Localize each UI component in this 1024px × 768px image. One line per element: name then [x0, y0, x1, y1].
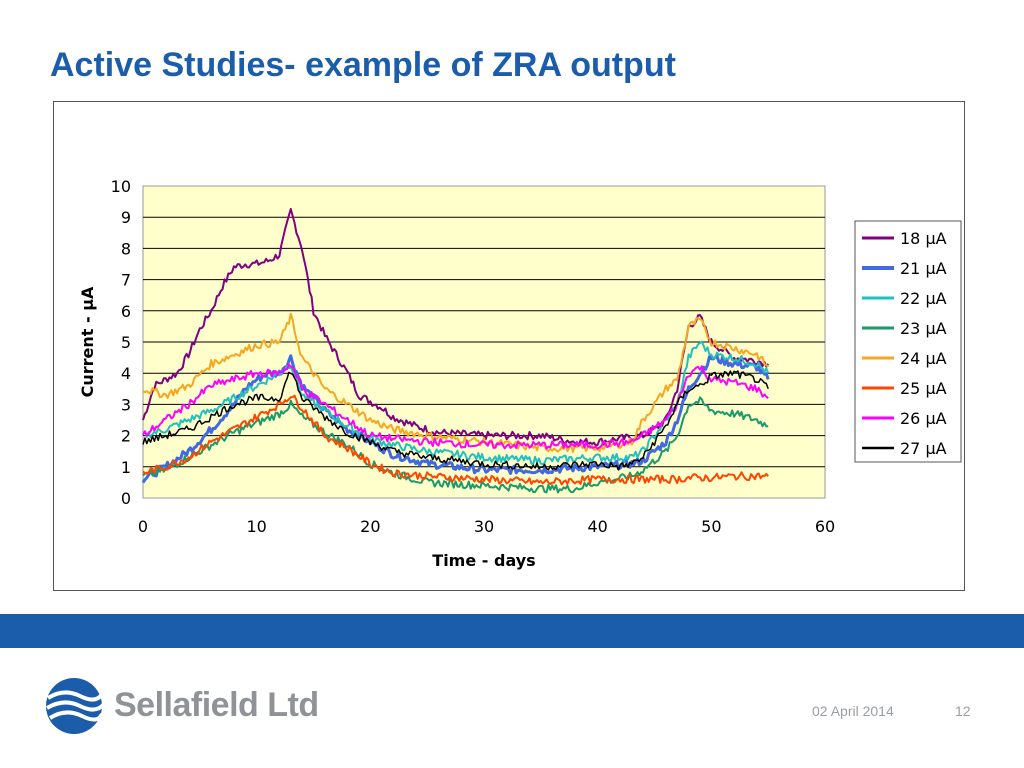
slide-title: Active Studies- example of ZRA output	[50, 46, 676, 84]
series-line-26a	[142, 363, 769, 450]
y-tick-label: 8	[121, 239, 131, 258]
legend-box	[854, 220, 962, 463]
series-line-24a	[142, 312, 769, 453]
chart-frame: 0 1 2 3 4 5 6 7 8 9 10 0 10 20 30 40 50 60 Time - days C…	[53, 101, 965, 591]
x-axis-label: Time - days	[432, 551, 535, 570]
x-tick-label: 10	[246, 517, 266, 536]
y-tick-label: 1	[121, 458, 131, 477]
line-chart: 0 1 2 3 4 5 6 7 8 9 10 0 10 20 30 40 50 60 Time - days C…	[78, 177, 962, 570]
series-lines	[141, 208, 770, 494]
y-tick-label: 9	[121, 208, 131, 227]
y-tick-label: 10	[111, 177, 131, 196]
y-tick-label: 6	[121, 302, 131, 321]
y-tick-label: 0	[121, 489, 131, 508]
x-tick-label: 20	[360, 517, 380, 536]
legend-label: 25 µA	[900, 379, 947, 398]
y-axis-label: Current - µA	[78, 286, 97, 397]
legend: 18 µA 21 µA 22 µA 23 µA 24 µA 25 µA 26 µA 27 µA	[854, 220, 962, 463]
x-tick-label: 50	[701, 517, 721, 536]
legend-label: 27 µA	[900, 439, 947, 458]
legend-label: 22 µA	[900, 289, 947, 308]
x-tick-label: 40	[587, 517, 607, 536]
x-tick-label: 0	[138, 517, 148, 536]
wave-globe-icon	[45, 678, 106, 734]
legend-label: 24 µA	[900, 349, 947, 368]
y-axis-ticks: 0 1 2 3 4 5 6 7 8 9 10	[111, 177, 131, 508]
legend-label: 21 µA	[900, 259, 947, 278]
series-line-25a	[142, 394, 769, 486]
x-axis-ticks: 0 10 20 30 40 50 60	[138, 517, 835, 536]
footer-date: 02 April 2014	[812, 703, 894, 719]
y-tick-label: 2	[121, 427, 131, 446]
y-tick-label: 5	[121, 333, 131, 352]
y-tick-label: 7	[121, 271, 131, 290]
logo-text: Sellafield Ltd	[114, 686, 319, 724]
legend-label: 23 µA	[900, 319, 947, 338]
page-number: 12	[955, 703, 971, 719]
sellafield-logo: Sellafield Ltd	[44, 676, 344, 736]
x-tick-label: 30	[474, 517, 494, 536]
y-tick-label: 4	[121, 364, 131, 383]
footer-band	[0, 614, 1024, 648]
series-line-27a	[142, 370, 769, 471]
legend-label: 26 µA	[900, 409, 947, 428]
grid-lines	[143, 216, 825, 468]
y-tick-label: 3	[121, 395, 131, 414]
x-tick-label: 60	[815, 517, 835, 536]
legend-label: 18 µA	[900, 229, 947, 248]
